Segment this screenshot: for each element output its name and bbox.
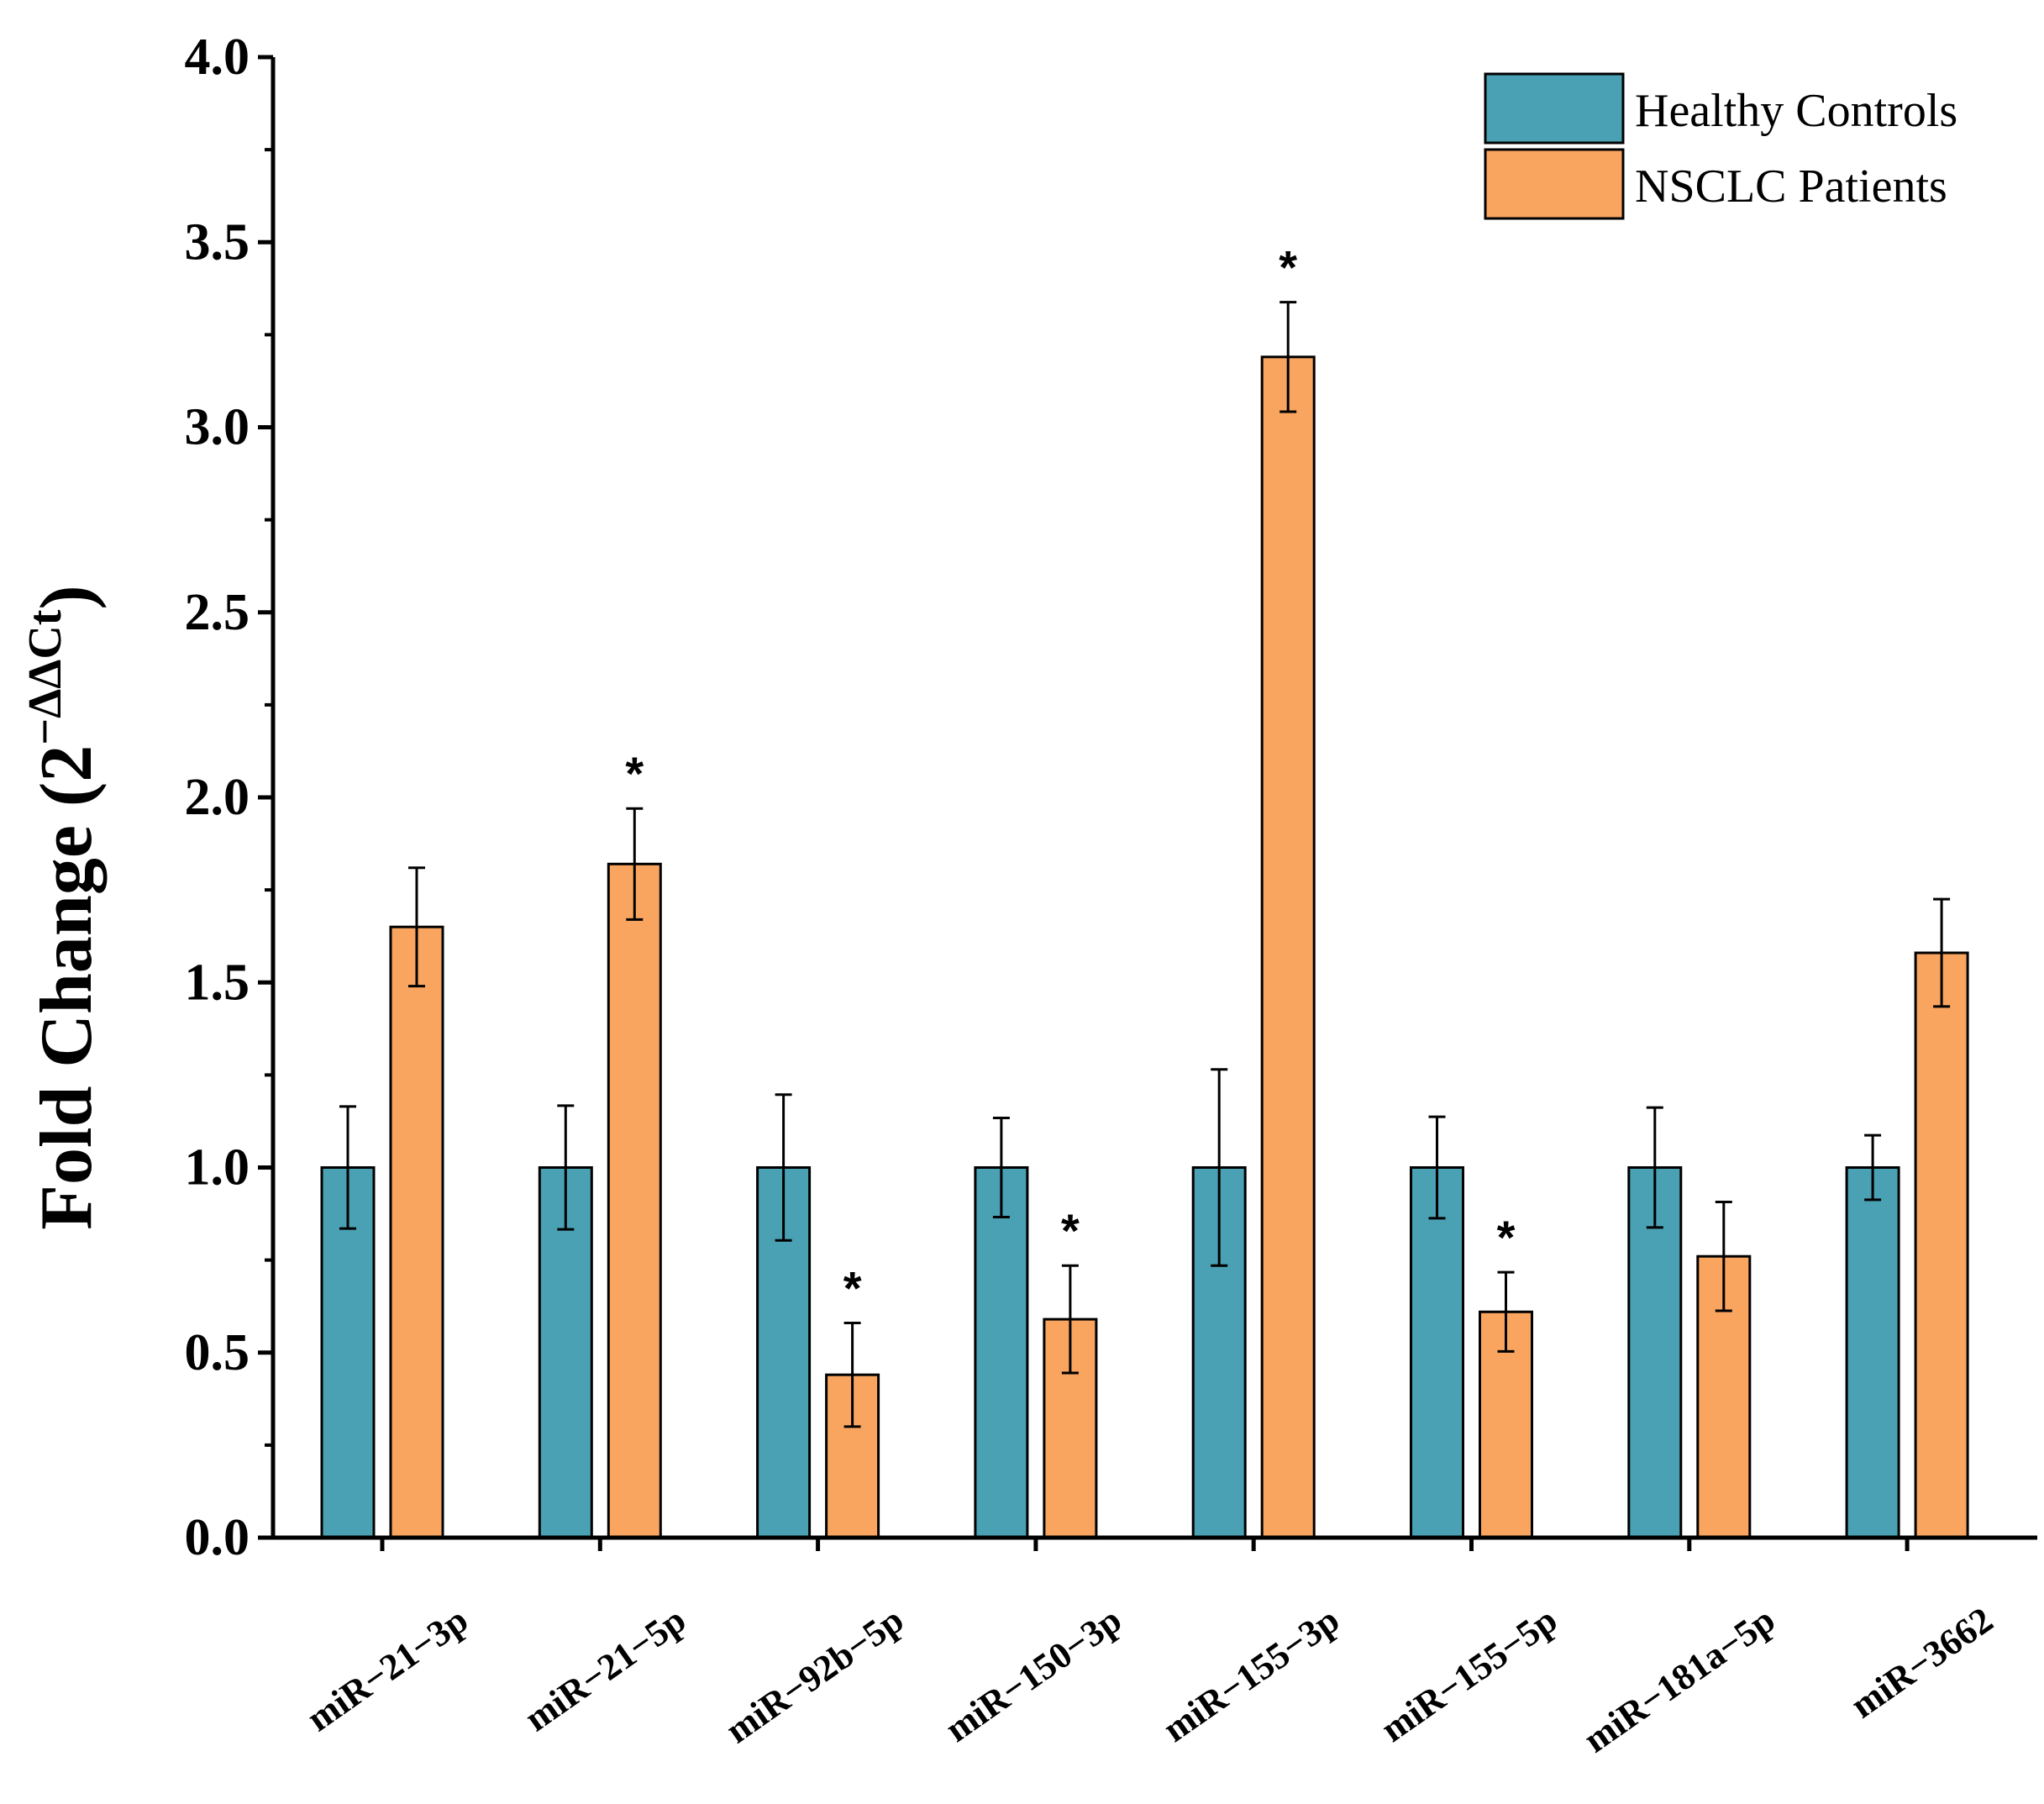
- x-ticks-layer: miR−21−3p miR−21−5p miR−92b−5p miR−150−3p mi…: [299, 1538, 2000, 1760]
- significance-layer: * * * * *: [625, 241, 1515, 1315]
- x-tick-label-mir-21-3p: miR−21−3p: [299, 1599, 475, 1739]
- bar-nsclc-patients-mir-155-3p: [1260, 355, 1316, 1539]
- x-tick-label-mir-155-5p: miR−155−5p: [1374, 1599, 1564, 1750]
- legend-label-nsclc-patients: NSCLC Patients: [1635, 160, 1947, 213]
- x-tick-label-mir-155-3p: miR−155−3p: [1156, 1599, 1347, 1750]
- y-tick-label: 1.0: [185, 1139, 250, 1197]
- significance-star-mir-92b-5p: *: [843, 1262, 862, 1315]
- legend-label-healthy-controls: Healthy Controls: [1635, 85, 1957, 137]
- x-tick-label-mir-3662: miR−3662: [1843, 1599, 2000, 1726]
- bar-healthy-controls-mir-181a-5p: [1627, 1166, 1683, 1539]
- significance-star-mir-155-5p: *: [1497, 1211, 1516, 1264]
- significance-star-mir-155-3p: *: [1279, 241, 1297, 294]
- bar-nsclc-patients-mir-21-5p: [607, 862, 662, 1539]
- y-tick-label: 2.5: [185, 584, 250, 641]
- axes-layer: [271, 57, 2037, 1540]
- y-tick-label: 3.5: [185, 213, 250, 271]
- y-axis-label-superscript: −ΔΔCt: [19, 609, 71, 745]
- legend-swatch-nsclc-patients: [1484, 148, 1625, 220]
- legend: Healthy Controls NSCLC Patients: [1484, 72, 1957, 220]
- bar-healthy-controls-mir-3662: [1845, 1166, 1900, 1539]
- y-tick-label: 0.0: [185, 1509, 250, 1566]
- x-tick-label-mir-92b-5p: miR−92b−5p: [718, 1599, 911, 1751]
- legend-swatch-healthy-controls: [1484, 72, 1625, 145]
- y-tick-label: 4.0: [185, 29, 250, 86]
- y-tick-label: 0.5: [185, 1324, 250, 1381]
- bar-nsclc-patients-mir-3662: [1914, 951, 1969, 1539]
- bars-layer: [320, 355, 1969, 1539]
- significance-star-mir-21-5p: *: [625, 747, 644, 800]
- x-tick-label-mir-181a-5p: miR−181a−5p: [1576, 1599, 1782, 1760]
- bar-healthy-controls-mir-150-3p: [974, 1166, 1029, 1539]
- x-tick-label-mir-21-5p: miR−21−5p: [518, 1599, 693, 1739]
- y-axis-label-text: Fold Change (2: [26, 745, 108, 1230]
- y-tick-label: 3.0: [185, 399, 250, 456]
- bar-nsclc-patients-mir-21-3p: [389, 925, 444, 1539]
- x-tick-label-mir-150-3p: miR−150−3p: [938, 1599, 1128, 1750]
- y-ticks-layer: 0.0 0.5 1.0 1.5 2.0 2.5 3.0 3.5 4.0: [185, 29, 273, 1566]
- bar-nsclc-patients-mir-92b-5p: [825, 1373, 880, 1539]
- y-axis-label: Fold Change (2−ΔΔCt): [19, 585, 108, 1229]
- y-axis-label-close: ): [26, 585, 108, 609]
- bar-healthy-controls-mir-155-5p: [1410, 1166, 1464, 1539]
- y-tick-label: 1.5: [185, 954, 250, 1011]
- error-bars-layer: [339, 301, 1951, 1428]
- y-tick-label: 2.0: [185, 769, 250, 826]
- significance-star-mir-150-3p: *: [1061, 1204, 1080, 1257]
